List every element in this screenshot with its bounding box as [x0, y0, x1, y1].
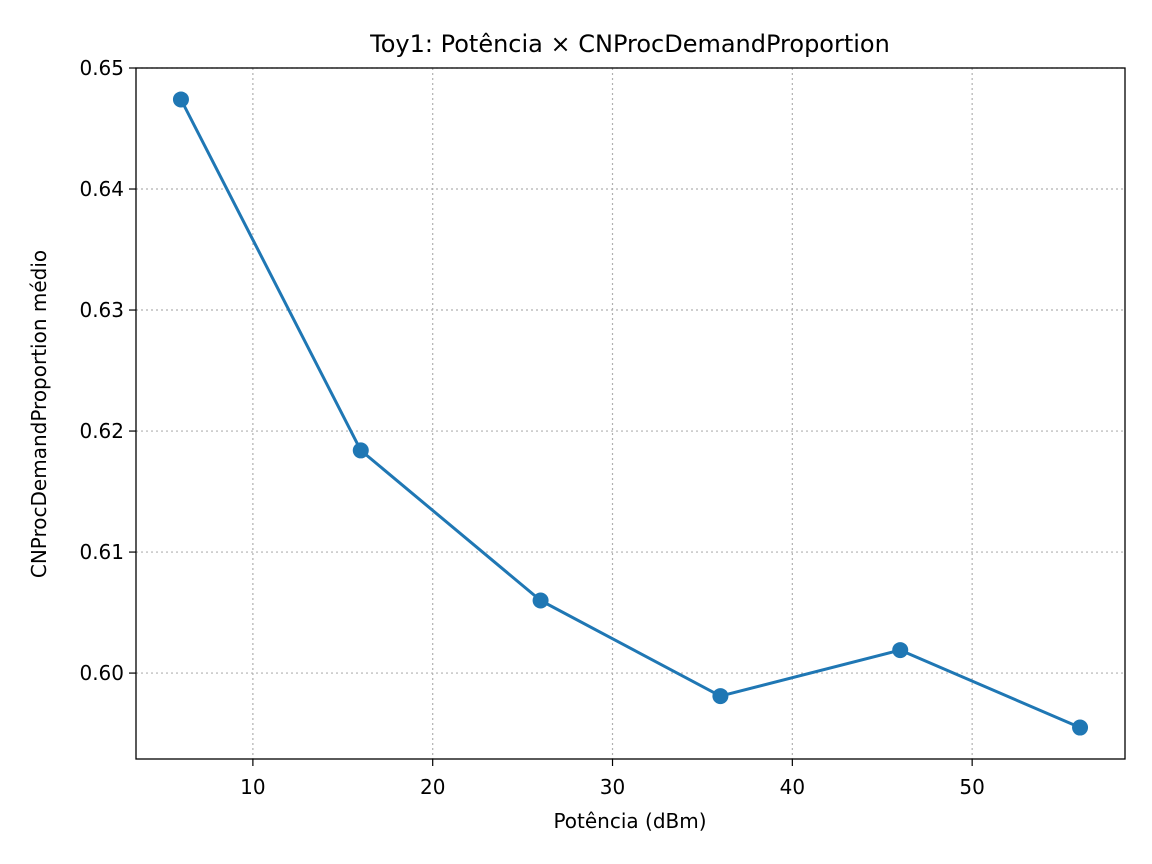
- chart-title: Toy1: Potência × CNProcDemandProportion: [369, 30, 890, 58]
- data-point: [712, 688, 729, 705]
- series-line: [179, 98, 1081, 729]
- y-tick-label: 0.63: [79, 298, 124, 322]
- data-series: [172, 91, 1089, 736]
- y-axis-ticks: 0.60 0.61 0.62 0.63 0.64 0.65: [79, 56, 136, 685]
- y-tick-label: 0.60: [79, 661, 124, 685]
- grid-lines: [136, 67, 1125, 759]
- data-point: [892, 642, 909, 659]
- x-tick-label: 40: [780, 775, 805, 799]
- y-tick-label: 0.61: [79, 540, 124, 564]
- x-tick-label: 10: [240, 775, 265, 799]
- data-point: [172, 91, 189, 108]
- y-axis-label: CNProcDemandProportion médio: [27, 250, 51, 578]
- data-point: [352, 442, 369, 459]
- x-axis-ticks: 10 20 30 40 50: [240, 759, 985, 799]
- x-tick-label: 50: [959, 775, 984, 799]
- y-tick-label: 0.65: [79, 56, 124, 80]
- y-tick-label: 0.64: [79, 177, 124, 201]
- x-axis-label: Potência (dBm): [553, 809, 706, 833]
- plot-frame: [135, 67, 1126, 760]
- y-tick-label: 0.62: [79, 419, 124, 443]
- x-tick-label: 30: [600, 775, 625, 799]
- data-point: [532, 592, 549, 609]
- data-point: [1072, 719, 1089, 736]
- x-tick-label: 20: [420, 775, 445, 799]
